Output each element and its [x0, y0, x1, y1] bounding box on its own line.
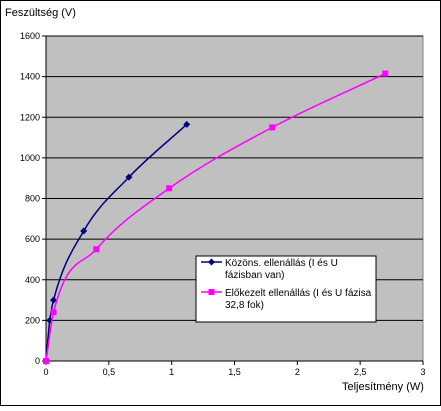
data-point-diamond — [183, 120, 191, 128]
data-point-diamond — [125, 173, 133, 181]
y-tick-label: 0 — [35, 356, 40, 366]
data-point-square — [93, 246, 100, 253]
data-point-square — [166, 185, 173, 192]
legend-marker-square — [208, 289, 215, 295]
legend-marker-diamond — [208, 258, 215, 266]
y-tick-labels: 0 200 400 600 800 1000 1200 1400 1600 — [20, 31, 40, 366]
y-tick-label: 1000 — [20, 153, 40, 163]
data-point-diamond — [50, 296, 58, 304]
data-point-square — [50, 309, 57, 316]
x-tick-label: 1,5 — [228, 367, 241, 377]
axes — [42, 35, 424, 365]
x-axis-title: Teljesítmény (W) — [342, 381, 424, 393]
y-axis-title: Feszültség (V) — [5, 7, 76, 19]
legend-label-1-line-2: fázisban van) — [225, 270, 284, 281]
x-tick-labels: 0 0,5 1 1,5 2 2,5 3 — [43, 367, 425, 377]
x-tick-label: 1 — [169, 367, 174, 377]
data-point-square — [43, 358, 49, 364]
data-point-square — [382, 70, 389, 77]
y-tick-label: 1200 — [20, 112, 40, 122]
y-tick-label: 200 — [25, 315, 40, 325]
data-point-diamond — [80, 227, 88, 235]
x-tick-label: 0,5 — [103, 367, 116, 377]
y-tick-label: 800 — [25, 194, 40, 204]
x-tick-label: 2,5 — [354, 367, 367, 377]
legend-label-1-line-1: Közöns. ellenállás (I és U — [225, 258, 338, 269]
legend-label-2-line-1: Előkezelt ellenállás (I és U fázisa — [225, 288, 372, 299]
x-tick-label: 0 — [43, 367, 48, 377]
legend: Közöns. ellenállás (I és U fázisban van)… — [195, 255, 377, 323]
y-tick-label: 1600 — [20, 31, 40, 41]
y-tick-label: 600 — [25, 234, 40, 244]
legend-box — [195, 255, 377, 323]
series-lines — [42, 70, 389, 365]
y-tick-label: 1400 — [20, 72, 40, 82]
legend-label-2-line-2: 32,8 fok) — [225, 300, 264, 311]
x-tick-label: 2 — [295, 367, 300, 377]
data-point-square — [269, 124, 276, 131]
x-tick-label: 3 — [420, 367, 425, 377]
y-tick-label: 400 — [25, 275, 40, 285]
